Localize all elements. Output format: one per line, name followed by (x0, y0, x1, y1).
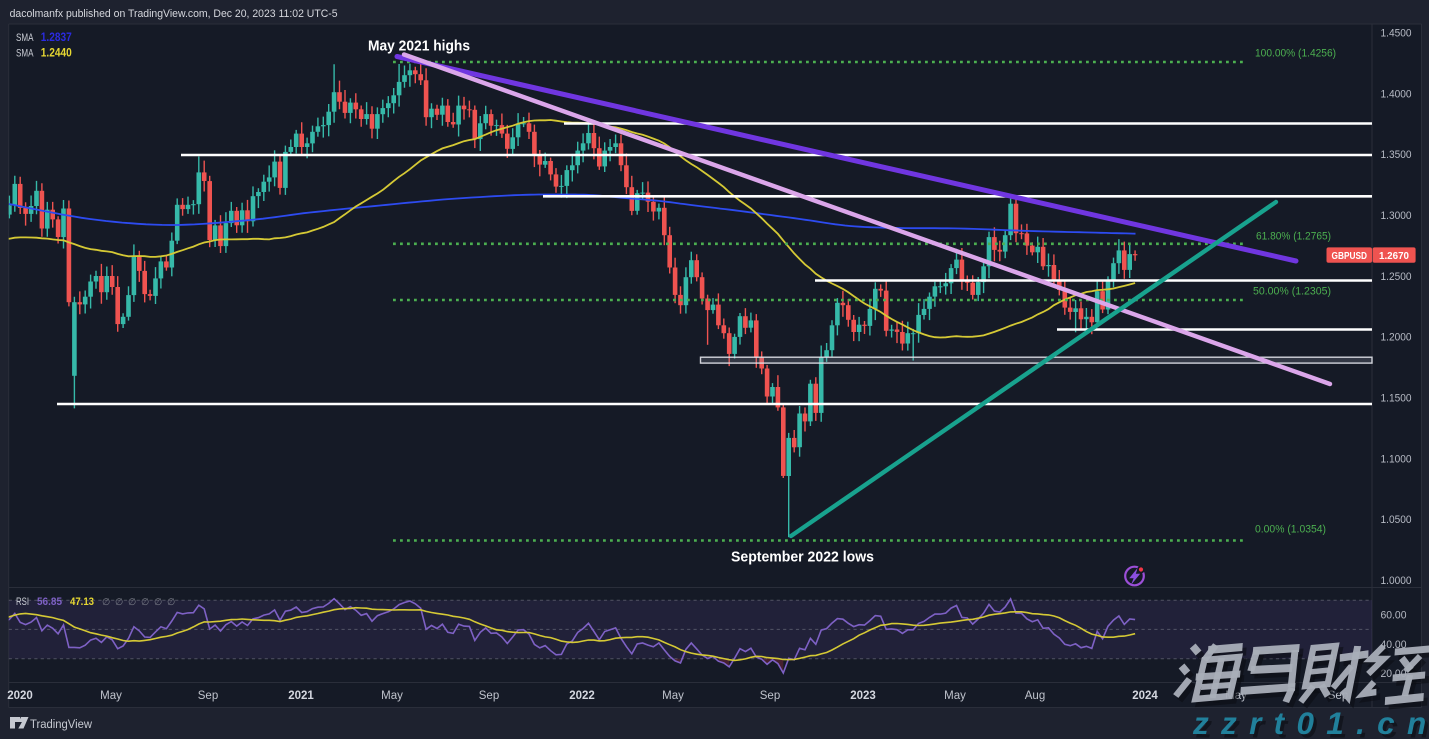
svg-text:60.00: 60.00 (1381, 610, 1407, 622)
svg-text:GBPUSD: GBPUSD (1332, 250, 1368, 262)
svg-text:1.0500: 1.0500 (1381, 514, 1412, 526)
svg-text:∅: ∅ (167, 597, 175, 608)
svg-text:1.3500: 1.3500 (1381, 149, 1412, 161)
svg-text:TradingView: TradingView (30, 717, 92, 731)
svg-text:∅: ∅ (115, 597, 123, 608)
svg-text:0.00% (1.0354): 0.00% (1.0354) (1255, 524, 1326, 536)
svg-text:1.2837: 1.2837 (41, 32, 72, 44)
svg-text:2023: 2023 (850, 690, 876, 702)
svg-text:40.00: 40.00 (1381, 639, 1407, 651)
svg-text:∅: ∅ (154, 597, 162, 608)
svg-text:1.2500: 1.2500 (1381, 271, 1412, 283)
svg-text:zzrt01.cn: zzrt01.cn (1195, 708, 1429, 739)
svg-text:2020: 2020 (7, 690, 33, 702)
svg-text:2022: 2022 (569, 690, 595, 702)
svg-text:dacolmanfx published on Tradin: dacolmanfx published on TradingView.com,… (10, 8, 338, 20)
svg-text:RSI: RSI (16, 596, 29, 608)
svg-text:∅: ∅ (141, 597, 149, 608)
svg-text:47.13: 47.13 (70, 596, 94, 608)
svg-text:100.00% (1.4256): 100.00% (1.4256) (1255, 48, 1336, 60)
svg-text:1.1500: 1.1500 (1381, 393, 1412, 405)
svg-text:56.85: 56.85 (37, 596, 62, 608)
svg-text:May 2021 highs: May 2021 highs (368, 39, 470, 55)
svg-text:May: May (381, 690, 403, 702)
svg-text:SMA: SMA (16, 48, 34, 60)
svg-text:2021: 2021 (288, 690, 314, 702)
svg-text:1.1000: 1.1000 (1381, 453, 1412, 465)
svg-text:1.0000: 1.0000 (1381, 575, 1412, 587)
svg-text:May: May (662, 690, 684, 702)
svg-text:Sep: Sep (760, 690, 780, 702)
svg-text:2024: 2024 (1132, 690, 1158, 702)
svg-text:September 2022 lows: September 2022 lows (731, 550, 874, 566)
svg-text:May: May (100, 690, 122, 702)
svg-text:1.2000: 1.2000 (1381, 332, 1412, 344)
svg-text:∅: ∅ (102, 597, 110, 608)
svg-text:Aug: Aug (1025, 690, 1045, 702)
svg-text:May: May (944, 690, 966, 702)
svg-text:zzrt01.cn: zzrt01.cn (1192, 705, 1429, 739)
svg-text:SMA: SMA (16, 32, 34, 44)
svg-text:∅: ∅ (128, 597, 136, 608)
svg-text:1.4500: 1.4500 (1381, 27, 1412, 39)
svg-text:50.00% (1.2305): 50.00% (1.2305) (1253, 286, 1331, 298)
svg-text:Sep: Sep (479, 690, 499, 702)
svg-text:1.4000: 1.4000 (1381, 88, 1412, 100)
svg-text:1.2670: 1.2670 (1379, 250, 1409, 262)
svg-text:1.3000: 1.3000 (1381, 210, 1412, 222)
svg-text:Sep: Sep (198, 690, 218, 702)
svg-text:1.2440: 1.2440 (41, 48, 72, 60)
svg-text:61.80% (1.2765): 61.80% (1.2765) (1256, 231, 1331, 243)
